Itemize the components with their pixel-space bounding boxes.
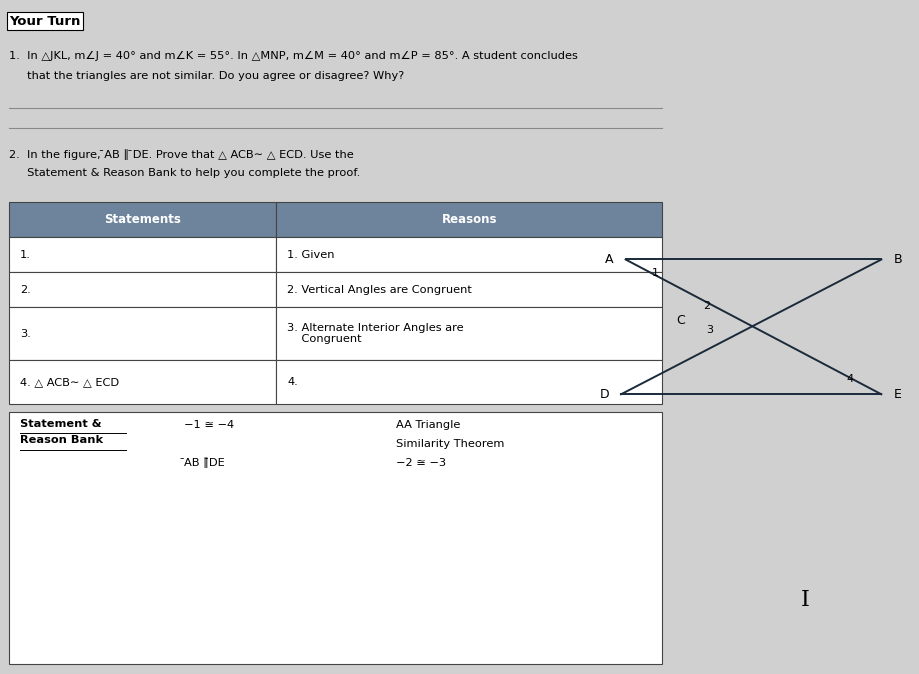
Text: 4.: 4. [287,377,298,387]
Bar [9,307,276,360]
Bar [9,202,276,237]
Text: E: E [892,388,901,401]
Text: Reasons: Reasons [441,213,496,226]
Text: Statement & Reason Bank to help you complete the proof.: Statement & Reason Bank to help you comp… [9,168,360,179]
Bar [9,272,276,307]
Bar [9,237,276,272]
Text: I: I [800,589,809,611]
Text: 3.: 3. [20,329,31,338]
Bar [276,272,662,307]
Text: −1 ≅ −4: −1 ≅ −4 [184,420,233,430]
Text: Statements: Statements [104,213,181,226]
Text: C: C [675,313,684,327]
Text: 4. △ ACB∼ △ ECD: 4. △ ACB∼ △ ECD [20,377,119,387]
Text: D: D [599,388,608,401]
Text: ̄AB ∥̄DE: ̄AB ∥̄DE [184,458,224,468]
Text: 2.  In the figure, ̄AB ∥ ̄DE. Prove that △ ACB∼ △ ECD. Use the: 2. In the figure, ̄AB ∥ ̄DE. Prove that … [9,150,354,160]
Text: 1: 1 [651,268,658,278]
Text: Similarity Theorem: Similarity Theorem [395,439,504,449]
Text: that the triangles are not similar. Do you agree or disagree? Why?: that the triangles are not similar. Do y… [9,71,404,81]
Text: 2. Vertical Angles are Congruent: 2. Vertical Angles are Congruent [287,285,471,295]
Text: 1. Given: 1. Given [287,250,335,259]
Bar [9,360,276,404]
Text: Statement &: Statement & [20,419,102,429]
Text: Your Turn: Your Turn [9,15,81,28]
Bar [276,237,662,272]
Bar [9,412,662,664]
Text: A: A [605,253,613,266]
Text: 4: 4 [845,375,853,384]
Text: 3. Alternate Interior Angles are
    Congruent: 3. Alternate Interior Angles are Congrue… [287,323,463,344]
Text: AA Triangle: AA Triangle [395,420,460,430]
Text: Reason Bank: Reason Bank [20,435,103,446]
Text: 3: 3 [706,326,713,335]
Text: 2: 2 [702,301,709,311]
Text: 2.: 2. [20,285,31,295]
Bar [276,360,662,404]
Text: 1.: 1. [20,250,31,259]
Bar [276,202,662,237]
Bar [276,307,662,360]
Text: B: B [892,253,901,266]
Text: −2 ≅ −3: −2 ≅ −3 [395,458,445,468]
Text: 1.  In △JKL, m∠J = 40° and m∠K = 55°. In △MNP, m∠M = 40° and m∠P = 85°. A studen: 1. In △JKL, m∠J = 40° and m∠K = 55°. In … [9,51,577,61]
